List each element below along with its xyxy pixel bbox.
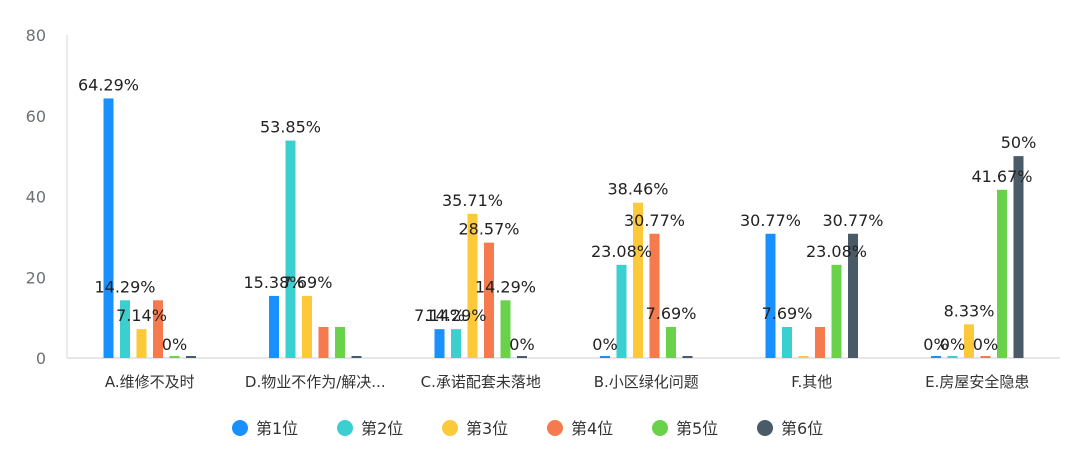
bar[interactable] — [500, 300, 511, 358]
data-label: 53.85% — [260, 118, 321, 137]
data-label: 7.69% — [762, 304, 813, 323]
data-label: 0% — [509, 335, 534, 354]
legend-label[interactable]: 第2位 — [361, 419, 403, 438]
bar[interactable] — [980, 356, 991, 358]
data-label: 0% — [162, 335, 187, 354]
bar[interactable] — [947, 356, 958, 358]
bar[interactable] — [285, 140, 296, 358]
bar[interactable] — [997, 189, 1007, 358]
data-label: 41.67% — [971, 167, 1032, 186]
bar[interactable] — [318, 326, 329, 358]
legend-marker[interactable] — [652, 420, 668, 436]
bar[interactable] — [467, 213, 478, 358]
data-label: 23.08% — [591, 242, 652, 261]
data-label: 14.29% — [475, 277, 536, 296]
category-label: C.承诺配套未落地 — [421, 373, 541, 391]
bar[interactable] — [302, 295, 312, 358]
bar[interactable] — [269, 295, 279, 358]
bar[interactable] — [517, 356, 527, 358]
legend-label[interactable]: 第3位 — [466, 419, 508, 438]
bar[interactable] — [434, 329, 445, 358]
data-label: 0% — [940, 335, 965, 354]
data-label: 50% — [1001, 133, 1037, 152]
data-label: 30.77% — [740, 211, 801, 230]
bar[interactable] — [103, 98, 114, 358]
bar[interactable] — [964, 324, 974, 358]
bar[interactable] — [633, 202, 643, 358]
category-label: A.维修不及时 — [105, 373, 195, 391]
bar[interactable] — [815, 326, 825, 358]
data-label: 7.69% — [646, 304, 697, 323]
bar[interactable] — [765, 233, 776, 358]
bar[interactable] — [153, 300, 163, 358]
bar[interactable] — [1013, 156, 1024, 358]
bar[interactable] — [782, 326, 792, 358]
legend-marker[interactable] — [337, 420, 353, 436]
legend-marker[interactable] — [757, 420, 773, 436]
category-label: F.其他 — [791, 373, 832, 391]
legend-label[interactable]: 第4位 — [571, 419, 613, 438]
bar[interactable] — [169, 356, 180, 358]
bar[interactable] — [186, 356, 196, 358]
bar[interactable] — [600, 356, 610, 358]
data-label: 14.29% — [94, 277, 155, 296]
legend-label[interactable]: 第1位 — [256, 419, 298, 438]
bar[interactable] — [351, 356, 362, 358]
bar[interactable] — [335, 326, 345, 358]
bar[interactable] — [451, 329, 461, 358]
category-label: D.物业不作为/解决... — [245, 373, 386, 391]
data-label: 0% — [923, 335, 948, 354]
bar[interactable] — [136, 329, 147, 358]
y-tick-label: 60 — [26, 107, 46, 126]
bar[interactable] — [616, 264, 627, 358]
data-label: 15.38% — [243, 273, 304, 292]
data-label: 8.33% — [944, 301, 995, 320]
data-label: 23.08% — [806, 242, 867, 261]
bar[interactable] — [484, 242, 494, 358]
data-label: 7.69% — [282, 273, 333, 292]
data-label: 30.77% — [624, 211, 685, 230]
data-label: 7.14% — [414, 306, 465, 325]
bar[interactable] — [848, 233, 858, 358]
y-tick-label: 20 — [26, 268, 46, 287]
data-label: 38.46% — [607, 180, 668, 199]
bar[interactable] — [649, 233, 660, 358]
data-label: 35.71% — [442, 191, 503, 210]
bar[interactable] — [682, 356, 693, 358]
data-label: 64.29% — [78, 75, 139, 94]
data-label: 0% — [592, 335, 617, 354]
y-tick-label: 40 — [26, 188, 46, 207]
category-label: E.房屋安全隐患 — [925, 373, 1029, 391]
bar[interactable] — [831, 264, 842, 358]
legend-label[interactable]: 第6位 — [781, 419, 823, 438]
y-tick-label: 80 — [26, 26, 46, 45]
data-label: 28.57% — [458, 220, 519, 239]
bar[interactable] — [931, 356, 941, 358]
legend-marker[interactable] — [442, 420, 458, 436]
data-label: 30.77% — [822, 211, 883, 230]
y-tick-label: 0 — [36, 349, 46, 368]
data-label: 14.29% — [425, 306, 486, 325]
bar[interactable] — [120, 300, 130, 358]
data-label: 0% — [973, 335, 998, 354]
legend-marker[interactable] — [547, 420, 563, 436]
category-label: B.小区绿化问题 — [594, 373, 699, 391]
bar[interactable] — [798, 356, 809, 358]
legend-marker[interactable] — [232, 420, 248, 436]
bar[interactable] — [666, 326, 676, 358]
legend-label[interactable]: 第5位 — [676, 419, 718, 438]
data-label: 7.14% — [116, 306, 167, 325]
